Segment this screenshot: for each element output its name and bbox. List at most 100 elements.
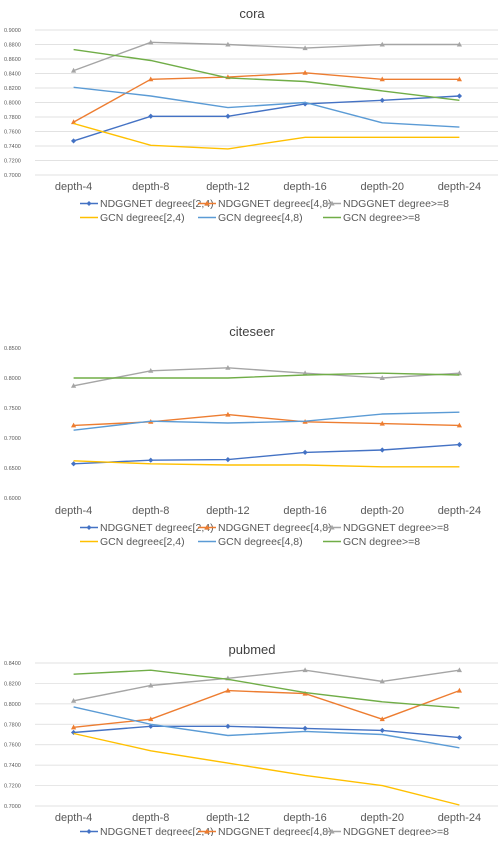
- series-line-ndggnet-degreege8: [73, 669, 460, 702]
- series-line-gcn-degreege8: [73, 48, 460, 101]
- data-point-ndggnet-degreein-2-4: [379, 447, 385, 453]
- x-tick-label: depth-20: [361, 181, 404, 193]
- y-tick-label: 0.7200: [4, 159, 21, 165]
- data-point-ndggnet-degreege8: [456, 41, 463, 47]
- x-tick-label: depth-4: [55, 505, 92, 517]
- legend-item-gcn-degreein-4-8: GCN degreeϵ[4,8): [198, 536, 303, 548]
- chart-title: pubmed: [229, 642, 276, 657]
- chart-title: citeseer: [229, 324, 275, 339]
- data-point-ndggnet-degreege8: [70, 697, 77, 703]
- x-tick-label: depth-8: [132, 505, 169, 517]
- data-point-ndggnet-degreege8: [148, 682, 154, 688]
- y-tick-label: 0.8800: [4, 43, 21, 49]
- data-point-ndggnet-degreege8: [379, 41, 385, 47]
- data-point-ndggnet-degreein-2-4: [148, 457, 154, 463]
- legend-item-ndggnet-degreein-2-4: NDGGNET degreeϵ[2,4): [80, 826, 214, 838]
- data-point-ndggnet-degreein-4-8: [70, 724, 77, 730]
- legend-label: NDGGNET degreeϵ[2,4): [100, 198, 214, 210]
- y-tick-label: 0.8500: [4, 346, 21, 352]
- series-line-gcn-degreege8: [73, 372, 460, 379]
- data-point-ndggnet-degreege8: [70, 67, 77, 73]
- legend-label: NDGGNET degreeϵ[4,8): [218, 826, 332, 836]
- legend-item-gcn-degreein-2-4: GCN degreeϵ[2,4): [80, 212, 185, 224]
- data-point-ndggnet-degreein-4-8: [70, 422, 77, 428]
- data-point-ndggnet-degreein-2-4: [456, 734, 463, 741]
- data-point-ndggnet-degreein-4-8: [456, 76, 463, 82]
- x-tick-label: depth-24: [438, 812, 481, 824]
- data-point-ndggnet-degreein-4-8: [70, 119, 77, 125]
- series-line-gcn-degreein-2-4: [73, 122, 460, 150]
- x-tick-label: depth-4: [55, 181, 92, 193]
- legend-label: GCN degree>=8: [343, 212, 420, 224]
- x-tick-label: depth-12: [206, 181, 249, 193]
- series-line-ndggnet-degreein-4-8: [73, 689, 460, 728]
- legend-item-ndggnet-degreein-2-4: NDGGNET degreeϵ[2,4): [80, 198, 214, 210]
- legend-item-gcn-degreein-4-8: GCN degreeϵ[4,8): [198, 212, 303, 224]
- data-point-ndggnet-degreege8: [379, 375, 385, 380]
- y-tick-label: 0.7200: [4, 784, 21, 790]
- data-point-ndggnet-degreege8: [225, 41, 231, 47]
- y-tick-label: 0.8000: [4, 376, 21, 382]
- x-tick-label: depth-24: [438, 181, 481, 193]
- y-tick-label: 0.8400: [4, 72, 21, 78]
- data-point-ndggnet-degreein-2-4: [302, 725, 308, 731]
- y-tick-label: 0.8400: [4, 661, 21, 667]
- legend-label: NDGGNET degreeϵ[2,4): [100, 826, 214, 836]
- pubmed-chart: pubmed 0.7000 0.7200 0.7400 0.7600 0.7800 0.80…: [4, 642, 498, 841]
- series-line-gcn-degreein-4-8: [73, 86, 460, 128]
- data-point-ndggnet-degreein-4-8: [302, 69, 308, 75]
- legend-item-ndggnet-degreein-2-4: NDGGNET degreeϵ[2,4): [80, 522, 214, 534]
- data-point-ndggnet-degreein-4-8: [456, 687, 463, 693]
- data-point-ndggnet-degreein-2-4: [302, 449, 308, 455]
- chart-title: cora: [239, 6, 265, 21]
- y-tick-label: 0.7000: [4, 173, 21, 179]
- y-tick-label: 0.8200: [4, 681, 21, 687]
- series-line-ndggnet-degreege8: [73, 367, 460, 387]
- x-tick-label: depth-20: [361, 812, 404, 824]
- series-line-ndggnet-degreein-2-4: [73, 443, 460, 465]
- data-point-ndggnet-degreein-4-8: [225, 687, 231, 693]
- series-line-gcn-degreein-4-8: [73, 411, 460, 431]
- y-tick-label: 0.8200: [4, 86, 21, 92]
- legend-label: GCN degreeϵ[2,4): [100, 536, 185, 548]
- cora-chart-panel: cora 0.7000 0.7200 0.7400 0.7600 0.7800 0.8000…: [0, 0, 504, 260]
- data-point-ndggnet-degreege8: [225, 365, 231, 370]
- x-tick-label: depth-12: [206, 505, 249, 517]
- legend-label: GCN degree>=8: [343, 536, 420, 548]
- data-point-ndggnet-degreege8: [379, 678, 385, 684]
- data-point-ndggnet-degreege8: [148, 368, 154, 373]
- data-point-ndggnet-degreein-2-4: [225, 457, 231, 463]
- data-point-ndggnet-degreein-2-4: [148, 113, 154, 119]
- legend-item-ndggnet-degreege8: NDGGNET degree>=8: [323, 522, 449, 534]
- y-tick-label: 0.8600: [4, 57, 21, 63]
- data-point-ndggnet-degreein-2-4: [456, 442, 463, 448]
- y-tick-label: 0.7600: [4, 743, 21, 749]
- data-point-ndggnet-degreege8: [302, 370, 308, 376]
- x-tick-label: depth-20: [361, 505, 404, 517]
- cora-chart: cora 0.7000 0.7200 0.7400 0.7600 0.7800 0.8000…: [4, 6, 498, 224]
- legend-label: NDGGNET degreeϵ[4,8): [218, 198, 332, 210]
- series-line-ndggnet-degreein-2-4: [73, 725, 460, 739]
- x-tick-label: depth-12: [206, 812, 249, 824]
- x-tick-label: depth-16: [283, 812, 326, 824]
- series-line-gcn-degreege8: [73, 669, 460, 709]
- y-tick-label: 0.7400: [4, 144, 21, 150]
- legend-item-ndggnet-degreein-4-8: NDGGNET degreeϵ[4,8): [198, 522, 332, 534]
- data-point-ndggnet-degreein-4-8: [225, 411, 231, 417]
- data-point-ndggnet-degreein-2-4: [456, 93, 463, 99]
- data-point-ndggnet-degreege8: [456, 370, 463, 376]
- data-point-ndggnet-degreege8: [70, 383, 77, 388]
- y-tick-label: 0.7800: [4, 115, 21, 121]
- x-tick-label: depth-8: [132, 181, 169, 193]
- y-tick-label: 0.7600: [4, 130, 21, 136]
- legend-label: GCN degreeϵ[4,8): [218, 536, 303, 548]
- legend-item-ndggnet-degreege8: NDGGNET degree>=8: [323, 198, 449, 210]
- data-point-ndggnet-degreein-2-4: [379, 97, 385, 103]
- data-point-ndggnet-degreein-2-4: [379, 727, 385, 734]
- y-tick-label: 0.7500: [4, 406, 21, 412]
- citeseer-chart-panel: citeseer 0.6000 0.6500 0.7000 0.7500 0.8000 0.…: [0, 318, 504, 578]
- x-tick-label: depth-16: [283, 181, 326, 193]
- legend-item-ndggnet-degreege8: NDGGNET degree>=8: [323, 826, 449, 838]
- pubmed-chart-panel: pubmed 0.7000 0.7200 0.7400 0.7600 0.7800 0.80…: [0, 636, 504, 841]
- x-tick-label: depth-4: [55, 812, 92, 824]
